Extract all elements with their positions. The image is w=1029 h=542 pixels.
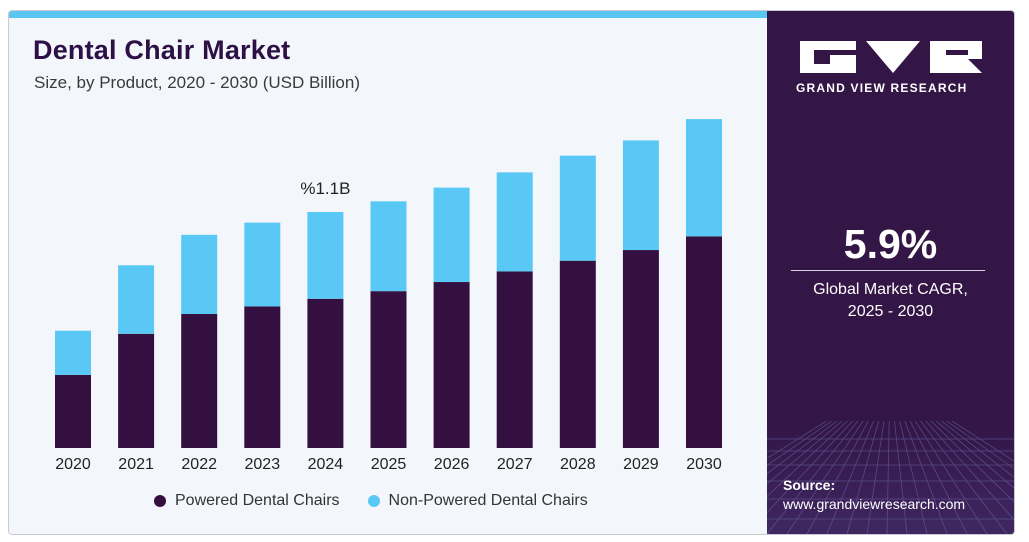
- x-tick-label-2025: 2025: [371, 456, 407, 473]
- cagr-label-line2: 2025 - 2030: [847, 303, 934, 320]
- x-tick-label-2027: 2027: [497, 456, 533, 473]
- info-sidebar: GRAND VIEW RESEARCH 5.9% Global Market C…: [767, 11, 1014, 534]
- bar-chart: 2020 2021 2022 2023 2024 %1.1B 2025 2026 2027 202…: [55, 119, 722, 473]
- bar-powered-2023: [244, 306, 281, 448]
- logo-wordmark: GRAND VIEW RESEARCH: [796, 81, 968, 95]
- bar-non-powered-2026: [433, 187, 470, 283]
- chart-panel: Dental Chair Market Size, by Product, 20…: [9, 11, 767, 534]
- legend-swatch-non-powered: [367, 495, 380, 507]
- infographic-card: Dental Chair Market Size, by Product, 20…: [8, 10, 1015, 535]
- bar-non-powered-2020: [55, 330, 91, 375]
- x-tick-label-2029: 2029: [623, 456, 659, 473]
- bar-powered-2022: [181, 314, 218, 448]
- legend-item-non-powered: Non-Powered Dental Chairs: [367, 492, 588, 510]
- bar-non-powered-2029: [622, 140, 659, 251]
- bar-non-powered-2022: [181, 234, 218, 314]
- legend-label-non-powered: Non-Powered Dental Chairs: [388, 492, 588, 509]
- bar-non-powered-2030: [686, 119, 722, 237]
- cagr-value: 5.9%: [843, 221, 938, 267]
- bar-powered-2027: [496, 271, 533, 448]
- x-tick-label-2020: 2020: [55, 456, 91, 473]
- bar-powered-2028: [559, 260, 596, 448]
- source-label: Source:: [783, 477, 836, 493]
- bar-powered-2026: [433, 282, 470, 448]
- bar-non-powered-2024: [307, 211, 344, 299]
- chart-title: Dental Chair Market: [33, 35, 291, 65]
- cagr-label: Global Market CAGR, 2025 - 2030: [767, 279, 1014, 323]
- bar-powered-2029: [622, 250, 659, 448]
- bar-non-powered-2021: [118, 265, 155, 334]
- x-tick-label-2021: 2021: [118, 456, 154, 473]
- legend-swatch-powered: [154, 495, 166, 507]
- source-url[interactable]: www.grandviewresearch.com: [783, 496, 966, 512]
- bar-powered-2021: [118, 333, 155, 448]
- bar-non-powered-2023: [244, 222, 281, 307]
- bar-non-powered-2028: [559, 155, 596, 261]
- bar-powered-2025: [370, 291, 407, 448]
- perspective-grid-decoration: [767, 421, 1014, 534]
- bar-non-powered-2025: [370, 201, 407, 292]
- chart-subtitle: Size, by Product, 2020 - 2030 (USD Billi…: [34, 73, 360, 92]
- chart-legend: Powered Dental Chairs Non-Powered Dental…: [154, 489, 588, 513]
- x-tick-label-2026: 2026: [434, 456, 470, 473]
- legend-item-powered: Powered Dental Chairs: [154, 492, 340, 510]
- bar-powered-2020: [55, 374, 91, 448]
- accent-bar: [9, 11, 767, 18]
- x-tick-label-2030: 2030: [686, 456, 722, 473]
- x-tick-label-2022: 2022: [181, 456, 217, 473]
- bar-powered-2024: [307, 298, 344, 448]
- bar-non-powered-2027: [496, 172, 533, 272]
- legend-label-powered: Powered Dental Chairs: [175, 492, 340, 509]
- grand-view-research-logo: [800, 41, 982, 73]
- x-tick-label-2023: 2023: [245, 456, 281, 473]
- x-tick-label-2028: 2028: [560, 456, 596, 473]
- bar-value-annotation: %1.1B: [300, 179, 350, 198]
- bar-powered-2030: [686, 236, 722, 448]
- cagr-label-line1: Global Market CAGR,: [813, 281, 968, 298]
- x-tick-label-2024: 2024: [308, 456, 344, 473]
- cagr-divider: [791, 270, 985, 271]
